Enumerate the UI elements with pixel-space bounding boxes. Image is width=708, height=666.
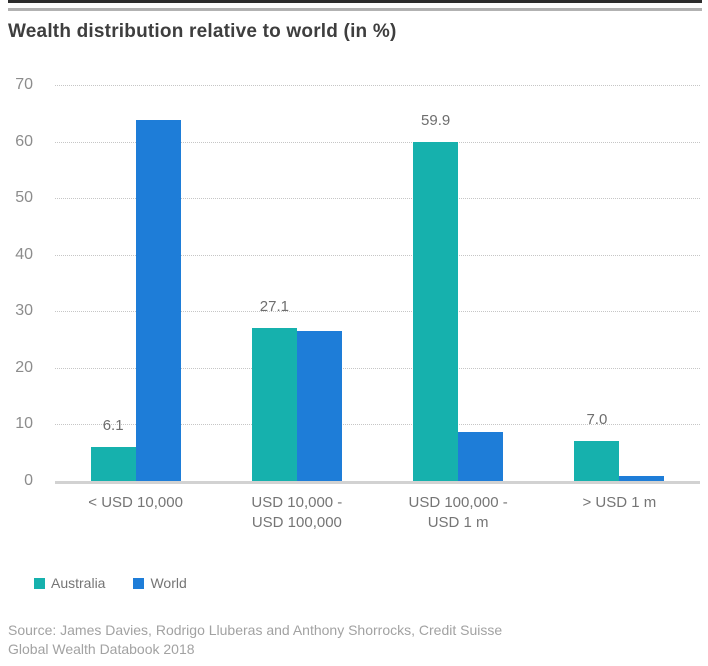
gridline-30 xyxy=(55,311,700,313)
gridline-40 xyxy=(55,254,700,256)
bar-chart: 0 10 20 30 40 50 60 70 6.1 27.1 59.9 7.0 xyxy=(15,76,700,489)
x-axis-line xyxy=(55,481,700,484)
legend-swatch-australia xyxy=(34,577,45,589)
bar-value-label: 59.9 xyxy=(421,112,451,130)
x-axis-label-2: USD 10,000 - USD 100,000 xyxy=(251,494,343,531)
bar-australia-3: 59.9 xyxy=(413,112,459,481)
y-tick-label-0: 0 xyxy=(24,472,33,489)
gridline-50 xyxy=(55,198,700,200)
chart-title: Wealth distribution relative to world (i… xyxy=(8,21,397,42)
bar-world-1 xyxy=(135,119,181,481)
x-axis-label-4: > USD 1 m xyxy=(582,494,657,511)
y-tick-label-10: 10 xyxy=(15,415,33,433)
legend-item-australia: Australia xyxy=(34,575,105,591)
bar-group-3: 59.9 xyxy=(378,85,539,481)
gridline-70 xyxy=(55,85,700,86)
bar-value-label: 7.0 xyxy=(586,411,608,429)
y-tick-label-50: 50 xyxy=(15,189,33,207)
plot-area: 0 10 20 30 40 50 60 70 6.1 27.1 59.9 7.0 xyxy=(15,76,700,489)
bar-world-4 xyxy=(619,476,665,481)
bar-australia-1: 6.1 xyxy=(90,417,136,481)
gridline-10 xyxy=(55,424,700,426)
y-tick-label-40: 40 xyxy=(15,245,33,263)
top-border-gray xyxy=(8,8,702,11)
y-tick-label-70: 70 xyxy=(15,76,33,93)
bar-value-label: 27.1 xyxy=(259,297,289,315)
bar-world-3 xyxy=(458,431,504,481)
bar-australia-2: 27.1 xyxy=(251,298,297,481)
x-axis-label-1: < USD 10,000 xyxy=(88,494,183,511)
y-tick-label-20: 20 xyxy=(15,358,33,376)
source-note: Source: James Davies, Rodrigo Lluberas a… xyxy=(8,622,503,657)
x-axis-labels: < USD 10,000 USD 10,000 - USD 100,000 USD … xyxy=(55,493,700,533)
gridline-60 xyxy=(55,141,700,143)
bar-value-label: 6.1 xyxy=(102,416,124,434)
bar-groups: 6.1 27.1 59.9 7.0 xyxy=(55,85,700,481)
x-axis-label-3: USD 100,000 - USD 1 m xyxy=(408,494,508,531)
bar-world-2 xyxy=(296,330,342,481)
y-tick-label-30: 30 xyxy=(15,302,33,320)
bar-group-2: 27.1 xyxy=(216,85,377,481)
bar-group-4: 7.0 xyxy=(539,85,700,481)
legend: Australia World xyxy=(34,575,702,591)
top-border-dark xyxy=(8,0,702,3)
legend-label-australia: Australia xyxy=(51,575,106,591)
legend-item-world: World xyxy=(133,575,187,591)
y-tick-label-60: 60 xyxy=(15,132,33,150)
bar-group-1: 6.1 xyxy=(55,85,216,481)
legend-label-world: World xyxy=(150,575,187,591)
bar-australia-4: 7.0 xyxy=(574,411,620,481)
legend-swatch-world xyxy=(133,577,145,589)
gridline-20 xyxy=(55,367,700,369)
